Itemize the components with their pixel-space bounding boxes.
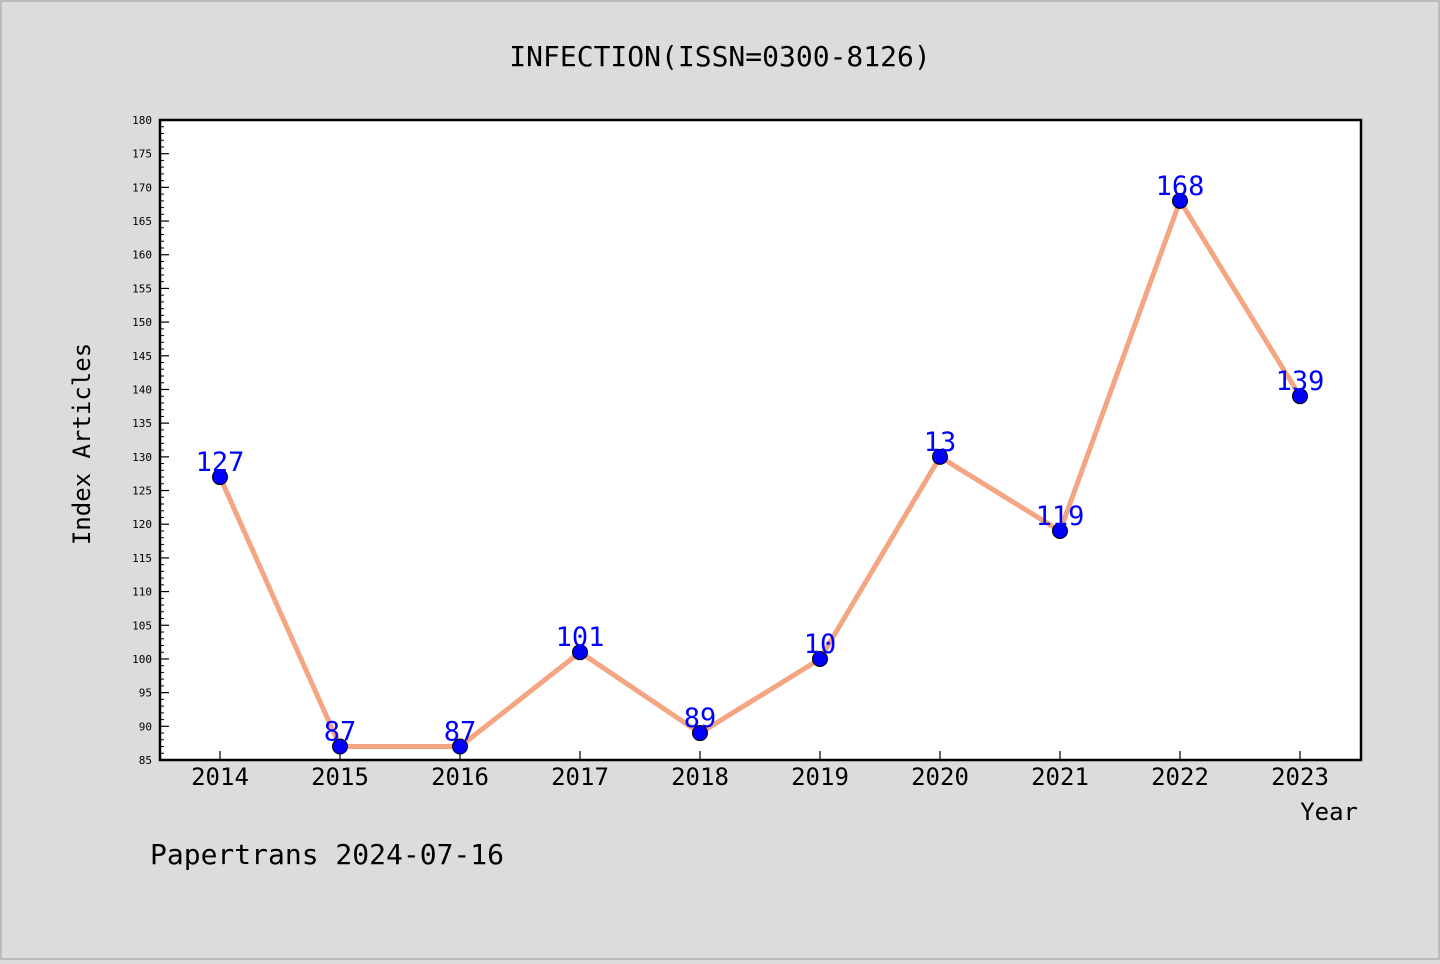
x-tick-label: 2018 bbox=[671, 763, 729, 791]
series-layer: 127 87 87 101 89 10 13 119 168 139 bbox=[196, 171, 1325, 755]
data-label: 139 bbox=[1276, 366, 1325, 397]
data-point bbox=[1052, 522, 1068, 539]
data-label: 89 bbox=[684, 703, 717, 734]
x-tick-label: 2016 bbox=[431, 763, 489, 791]
data-point bbox=[1292, 388, 1308, 405]
y-tick-label: 160 bbox=[132, 249, 152, 262]
data-point bbox=[812, 650, 828, 667]
y-tick-label: 150 bbox=[132, 316, 152, 329]
y-tick-label: 110 bbox=[132, 586, 152, 599]
data-label: 13 bbox=[924, 427, 957, 458]
y-tick-label: 140 bbox=[132, 383, 152, 396]
x-tick-label: 2019 bbox=[791, 763, 849, 791]
x-tick-label: 2015 bbox=[311, 763, 369, 791]
y-tick-label: 145 bbox=[132, 350, 152, 363]
data-label: 10 bbox=[804, 629, 837, 660]
y-tick-label: 155 bbox=[132, 282, 152, 295]
axis-ticks: 85 90 95 100 105 110 115 120 125 130 135 140 145 150 1… bbox=[132, 114, 1329, 791]
y-tick-label: 135 bbox=[132, 417, 152, 430]
y-tick-label: 170 bbox=[132, 181, 152, 194]
x-tick-label: 2020 bbox=[911, 763, 969, 791]
y-tick-label: 115 bbox=[132, 552, 152, 565]
data-point bbox=[932, 448, 948, 465]
y-tick-label: 175 bbox=[132, 148, 152, 161]
y-tick-label: 165 bbox=[132, 215, 152, 228]
footer-credit: Papertrans 2024-07-16 bbox=[150, 838, 504, 871]
x-axis-label: Year bbox=[1300, 798, 1358, 826]
x-tick-label: 2022 bbox=[1151, 763, 1209, 791]
data-point bbox=[692, 725, 708, 742]
plot-area bbox=[158, 118, 1363, 762]
data-label: 119 bbox=[1036, 501, 1085, 532]
series-line bbox=[217, 198, 1303, 750]
y-tick-label: 120 bbox=[132, 518, 152, 531]
y-tick-label: 130 bbox=[132, 451, 152, 464]
data-label: 101 bbox=[556, 622, 605, 653]
y-tick-label: 90 bbox=[139, 720, 152, 733]
x-tick-label: 2023 bbox=[1271, 763, 1329, 791]
y-tick-label: 125 bbox=[132, 485, 152, 498]
y-tick-label: 180 bbox=[132, 114, 152, 127]
x-tick-label: 2017 bbox=[551, 763, 609, 791]
data-label: 87 bbox=[444, 717, 477, 748]
x-tick-label: 2014 bbox=[191, 763, 249, 791]
data-point bbox=[452, 738, 468, 755]
y-tick-label: 95 bbox=[139, 687, 152, 700]
data-label: 127 bbox=[196, 447, 245, 478]
data-point bbox=[212, 469, 228, 486]
y-tick-label: 105 bbox=[132, 619, 152, 632]
data-label: 87 bbox=[324, 717, 357, 748]
data-label: 168 bbox=[1156, 171, 1205, 202]
y-tick-label: 85 bbox=[139, 754, 152, 767]
y-axis-label: Index Articles bbox=[68, 343, 96, 545]
y-tick-label: 100 bbox=[132, 653, 152, 666]
data-point bbox=[572, 644, 588, 661]
data-point bbox=[332, 738, 348, 755]
x-tick-label: 2021 bbox=[1031, 763, 1089, 791]
chart-title: INFECTION(ISSN=0300-8126) bbox=[509, 40, 930, 73]
data-point bbox=[1172, 192, 1188, 209]
